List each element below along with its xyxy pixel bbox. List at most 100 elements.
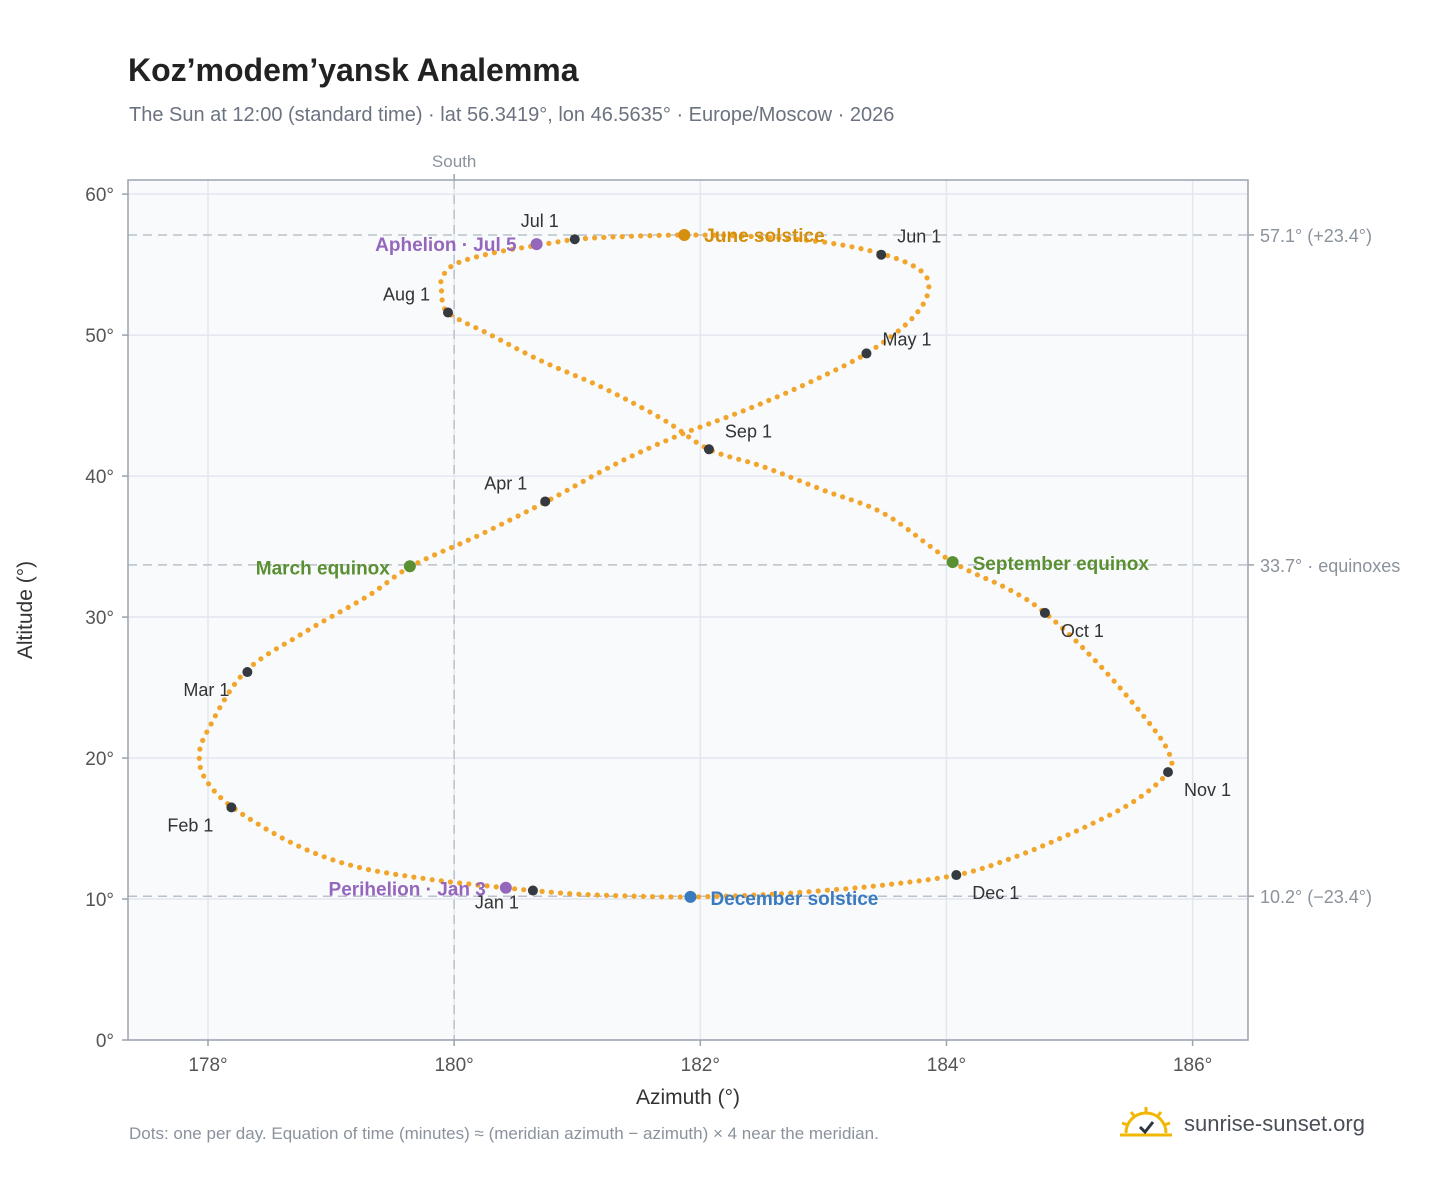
day-dot [369,590,375,597]
day-dot [296,843,302,849]
day-dot [866,503,872,509]
day-dot [337,609,343,615]
day-dot [297,632,303,638]
event-marker [946,556,959,569]
day-dot [621,457,627,463]
day-dot [893,255,900,262]
reference-label: 57.1° (+23.4°) [1260,226,1372,246]
day-dot [1008,587,1014,594]
day-dot [889,881,895,887]
day-dot [429,877,435,883]
day-dot [448,544,455,551]
day-dot [603,892,610,898]
day-dot [321,618,327,624]
day-dot [1099,664,1105,671]
day-dot [391,574,397,580]
event-label: Aphelion · Jul 5 [375,235,517,256]
day-dot [974,572,981,578]
day-dot [1031,602,1037,608]
month-label: May 1 [882,329,931,349]
day-dot [783,390,789,396]
day-dot [736,456,742,462]
day-dot [702,232,708,238]
day-dot [521,887,527,893]
day-dot [767,234,773,241]
day-dot [499,521,505,527]
day-dot [961,870,968,876]
footnote: Dots: one per day. Equation of time (min… [129,1124,879,1143]
day-dot [890,516,896,522]
day-dot [742,892,748,899]
day-dot [785,236,791,242]
day-dot [740,408,746,414]
y-tick-label: 60° [85,185,114,206]
day-dot [1147,720,1153,727]
x-tick-label: 178° [188,1055,227,1076]
day-dot [779,471,786,477]
day-dot [778,891,785,897]
day-dot [1014,853,1020,859]
day-dot [493,884,499,890]
event-label: June solstice [704,226,824,247]
day-dot [920,301,926,307]
day-dot [402,873,408,879]
day-dot [557,890,564,896]
day-dot [594,892,600,898]
brand[interactable]: sunrise-sunset.org [1120,1104,1365,1144]
day-dot [576,891,582,897]
day-dot [791,386,797,392]
day-dot [991,579,997,585]
day-dot [1098,816,1104,822]
day-dot [420,875,426,881]
day-dot [271,830,277,837]
day-dot [475,882,481,888]
day-dot [803,237,810,243]
day-dot [523,509,529,515]
day-dot [705,894,711,900]
day-dot [604,465,611,471]
day-dot [201,773,207,779]
day-dot [196,755,202,761]
day-dot [907,879,913,885]
day-dot [697,424,703,430]
day-dot [654,441,661,447]
day-dot [473,325,479,331]
day-dot [1105,671,1111,677]
day-dot [858,246,864,252]
day-dot [1040,843,1046,849]
day-dot [696,894,702,900]
month-marker [876,249,887,260]
day-dot [668,894,674,900]
day-dot [831,241,837,247]
day-dot [423,556,429,562]
event-label: Perihelion · Jan 3 [329,880,486,901]
day-dot [482,252,488,258]
day-dot [840,242,846,248]
month-label: Jul 1 [521,211,559,231]
day-dot [384,870,390,876]
day-dot [774,394,780,400]
day-dot [415,560,421,566]
day-dot [447,879,453,885]
day-dot [313,850,319,857]
day-dot [1090,820,1096,826]
day-dot [751,892,757,898]
day-dot [979,865,985,872]
day-dot [440,548,446,554]
day-dot [287,839,293,845]
x-tick-label: 180° [434,1055,473,1076]
day-dot [393,871,399,878]
plot-background [128,180,1248,1040]
day-dot [606,388,612,394]
day-dot [910,263,916,269]
day-dot [564,237,570,243]
day-dot [206,781,212,787]
day-dot [902,259,908,265]
day-dot [489,333,495,339]
day-dot [757,401,763,407]
day-dot [638,449,644,455]
day-dot [221,697,227,703]
day-dot [677,894,683,900]
day-dot [585,892,591,898]
day-dot [723,414,729,421]
